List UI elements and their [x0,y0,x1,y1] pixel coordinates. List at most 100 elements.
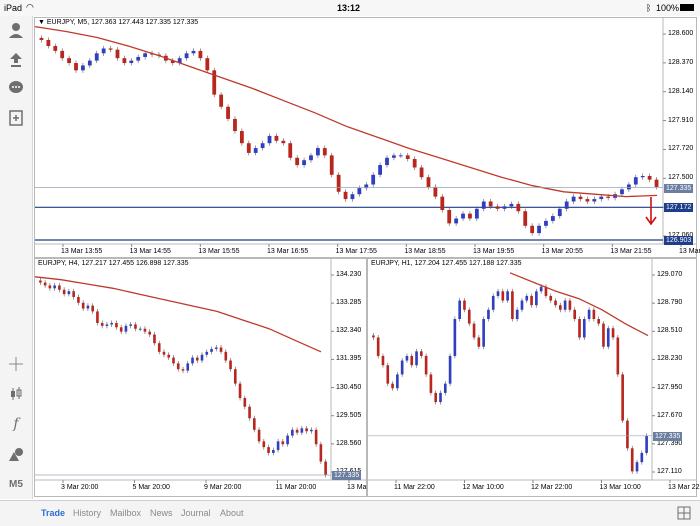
candle-body [509,203,514,207]
candle-body [633,177,638,185]
candle-body [398,155,403,157]
upload-icon[interactable] [6,50,26,70]
chart-svg [368,259,696,483]
bluetooth-icon: ᛒ [646,3,652,13]
level-price-tag: 126.903 [664,236,694,245]
candle-body [587,309,591,320]
function-icon[interactable]: f [13,416,19,432]
chart-h1[interactable]: EURJPY, H1, 127.204 127.455 127.188 127.… [367,258,700,497]
tab-history[interactable]: History [73,508,102,518]
y-tick-label: 128.510 [657,327,683,335]
add-document-icon[interactable] [6,108,26,128]
candle-body [195,357,199,361]
candle-body [582,319,586,338]
candle-body [72,291,75,297]
candle-body [616,337,620,375]
candle-body [233,118,237,132]
candle-body [386,365,390,384]
y-tick-label: 127.500 [668,174,694,182]
candle-body [322,148,327,156]
y-tick-label: 128.140 [668,87,694,95]
tab-about[interactable]: About [220,508,244,518]
level-price-tag: 127.172 [664,203,694,213]
user-icon[interactable] [6,20,26,40]
candle-body [392,155,396,158]
chart-m5[interactable]: ▼ EURJPY, M5, 127.363 127.443 127.335 12… [34,17,700,258]
chart-svg [34,18,696,247]
candle-body [520,300,524,310]
window-layout-icon[interactable] [677,506,691,522]
candle-body [434,392,438,403]
candle-body [253,148,258,153]
candle-body [115,322,118,328]
candle-body [419,167,424,178]
candle-body [167,354,171,358]
chat-icon[interactable] [6,78,26,98]
candle-body [302,160,306,166]
candle-body [606,196,611,198]
bottom-tab-bar: Trade History Mailbox News Journal About [0,500,700,526]
candle-body [205,58,210,71]
y-tick-label: 128.790 [657,299,683,307]
candle-body [571,196,576,202]
candle-body [124,325,128,332]
chart-h4[interactable]: EURJPY, H4, 127.217 127.455 126.898 127.… [34,258,388,497]
candlestick-icon[interactable] [6,384,26,404]
candle-body [324,461,327,475]
tab-trade[interactable]: Trade [41,508,66,518]
tab-news[interactable]: News [150,508,173,518]
candle-body [371,174,376,185]
candle-body [585,199,590,202]
candle-body [554,300,557,306]
x-tick-label: 12 Mar 10:00 [462,484,504,491]
candle-body [496,291,500,296]
y-tick-label: 129.505 [336,411,362,419]
candle-body [453,319,457,356]
candle-body [443,383,447,393]
timeframe-button[interactable]: M5 [9,479,23,490]
candle-body [86,305,90,309]
candle-body [233,369,237,384]
candle-body [110,322,113,325]
candle-body [162,351,166,355]
candle-body [350,194,355,200]
candle-body [343,191,348,200]
candle-body [378,165,383,175]
candle-body [635,462,639,472]
candle-body [48,285,52,289]
candle-body [77,296,80,303]
candle-body [87,60,92,66]
candle-body [602,323,605,347]
shapes-icon[interactable] [6,444,26,464]
crosshair-icon[interactable] [6,354,26,374]
candle-body [474,208,479,219]
candle-body [246,143,251,153]
candle-body [329,155,334,175]
candle-body [530,225,535,234]
candle-body [62,289,66,295]
candle-body [177,58,182,64]
candle-body [515,309,519,320]
tab-journal[interactable]: Journal [181,508,211,518]
candle-body [463,300,466,310]
candle-body [611,328,615,338]
candle-body [81,65,85,71]
candle-body [184,53,189,59]
candle-body [143,53,148,57]
candle-body [364,184,369,189]
candle-body [654,179,659,187]
y-tick-label: 127.110 [657,468,682,475]
candle-body [315,148,320,156]
candle-body [108,48,113,50]
tab-mailbox[interactable]: Mailbox [110,508,142,518]
candle-body [564,201,569,209]
candle-body [122,58,127,64]
y-tick-label: 133.285 [336,299,362,307]
candle-body [539,286,543,292]
candle-body [74,63,78,71]
candle-body [578,196,583,200]
candle-body [606,328,610,347]
x-tick-label: 13 Mar 17:55 [335,248,377,255]
candle-body [391,383,394,389]
candle-body [224,351,228,361]
